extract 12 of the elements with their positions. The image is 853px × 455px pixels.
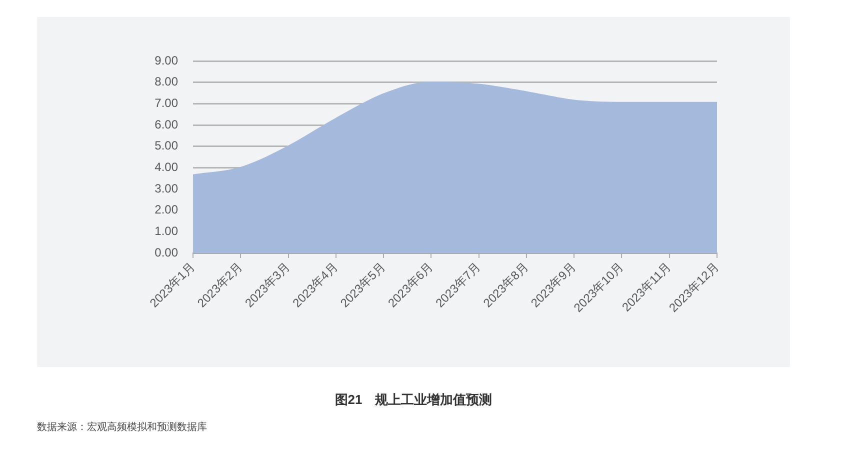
y-tick-label: 2.00 bbox=[154, 202, 178, 217]
y-tick-label: 7.00 bbox=[154, 96, 178, 110]
y-tick-label: 6.00 bbox=[154, 117, 178, 132]
text: 图21 规上工业增加值预测 bbox=[334, 391, 494, 409]
y-tick-label: 5.00 bbox=[154, 138, 178, 153]
source-note: 数据来源：宏观高频模拟和预测数据库 bbox=[37, 421, 207, 434]
y-tick-label: 3.00 bbox=[154, 181, 178, 196]
y-tick-label: 9.00 bbox=[154, 53, 178, 68]
y-tick-label: 4.00 bbox=[154, 160, 178, 174]
y-tick-label: 0.00 bbox=[154, 245, 178, 260]
y-tick-label: 8.00 bbox=[154, 74, 178, 89]
y-tick-label: 1.00 bbox=[154, 224, 178, 238]
